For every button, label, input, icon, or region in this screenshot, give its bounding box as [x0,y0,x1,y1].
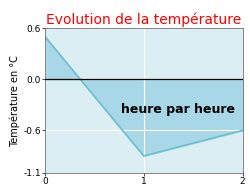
Y-axis label: Température en °C: Température en °C [10,55,20,146]
Title: Evolution de la température: Evolution de la température [46,13,242,27]
Text: heure par heure: heure par heure [121,103,235,116]
